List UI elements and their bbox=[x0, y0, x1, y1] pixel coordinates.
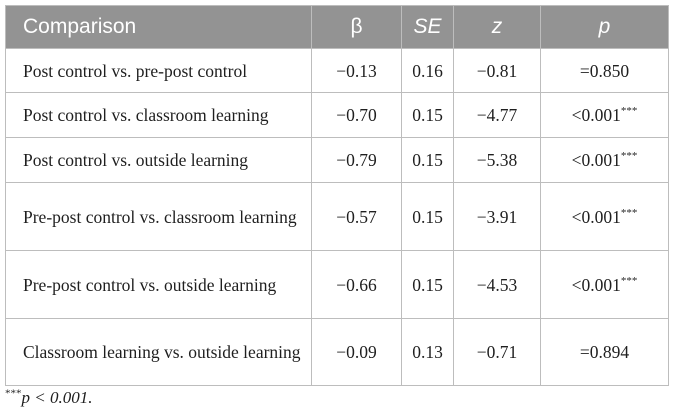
p-value: =0.894 bbox=[579, 342, 630, 362]
cell-p: <0.001*** bbox=[540, 92, 669, 138]
significance-marker: *** bbox=[620, 150, 638, 163]
cell-beta: −0.57 bbox=[311, 182, 402, 251]
table-row: Post control vs. pre-post control −0.13 … bbox=[5, 48, 669, 93]
cell-se: 0.13 bbox=[401, 318, 454, 386]
cell-se: 0.15 bbox=[401, 182, 454, 251]
cell-z: −0.81 bbox=[453, 48, 541, 93]
cell-p: =0.894 bbox=[540, 318, 669, 386]
table-row: Post control vs. classroom learning −0.7… bbox=[5, 92, 669, 138]
significance-marker: *** bbox=[620, 105, 638, 118]
cell-beta: −0.09 bbox=[311, 318, 402, 386]
header-z: z bbox=[453, 5, 541, 49]
header-se: SE bbox=[401, 5, 454, 49]
cell-beta: −0.13 bbox=[311, 48, 402, 93]
cell-z: −0.71 bbox=[453, 318, 541, 386]
footnote: ***p < 0.001. bbox=[5, 388, 92, 408]
cell-se: 0.15 bbox=[401, 137, 454, 183]
cell-se: 0.16 bbox=[401, 48, 454, 93]
footnote-text: p < 0.001. bbox=[21, 388, 93, 407]
cell-p: <0.001*** bbox=[540, 250, 669, 319]
cell-se: 0.15 bbox=[401, 92, 454, 138]
cell-comparison: Post control vs. pre-post control bbox=[5, 48, 312, 93]
cell-p: <0.001*** bbox=[540, 137, 669, 183]
cell-beta: −0.79 bbox=[311, 137, 402, 183]
header-comparison: Comparison bbox=[5, 5, 312, 49]
footnote-marker: *** bbox=[5, 387, 22, 400]
cell-comparison: Pre-post control vs. outside learning bbox=[5, 250, 312, 319]
cell-z: −4.53 bbox=[453, 250, 541, 319]
header-row: Comparison β SE z p bbox=[5, 5, 669, 49]
cell-z: −4.77 bbox=[453, 92, 541, 138]
cell-p: =0.850 bbox=[540, 48, 669, 93]
p-value: =0.850 bbox=[579, 60, 630, 81]
header-p: p bbox=[540, 5, 669, 49]
header-beta: β bbox=[311, 5, 402, 49]
significance-marker: *** bbox=[620, 206, 638, 219]
cell-z: −3.91 bbox=[453, 182, 541, 251]
cell-z: −5.38 bbox=[453, 137, 541, 183]
cell-se: 0.15 bbox=[401, 250, 454, 319]
cell-p: <0.001*** bbox=[540, 182, 669, 251]
results-table: Comparison β SE z p Post control vs. pre… bbox=[5, 5, 669, 386]
p-value: <0.001 bbox=[571, 206, 621, 227]
table-row: Pre-post control vs. outside learning −0… bbox=[5, 250, 669, 319]
table-row: Post control vs. outside learning −0.79 … bbox=[5, 137, 669, 183]
table-row: Pre-post control vs. classroom learning … bbox=[5, 182, 669, 251]
p-value: <0.001 bbox=[571, 150, 621, 170]
cell-comparison: Classroom learning vs. outside learning bbox=[5, 318, 312, 386]
table-row: Classroom learning vs. outside learning … bbox=[5, 318, 669, 386]
cell-comparison: Pre-post control vs. classroom learning bbox=[5, 182, 312, 251]
cell-comparison: Post control vs. outside learning bbox=[5, 137, 312, 183]
p-value: <0.001 bbox=[571, 274, 621, 295]
cell-comparison: Post control vs. classroom learning bbox=[5, 92, 312, 138]
p-value: <0.001 bbox=[571, 105, 621, 125]
cell-beta: −0.66 bbox=[311, 250, 402, 319]
significance-marker: *** bbox=[620, 274, 638, 287]
cell-beta: −0.70 bbox=[311, 92, 402, 138]
